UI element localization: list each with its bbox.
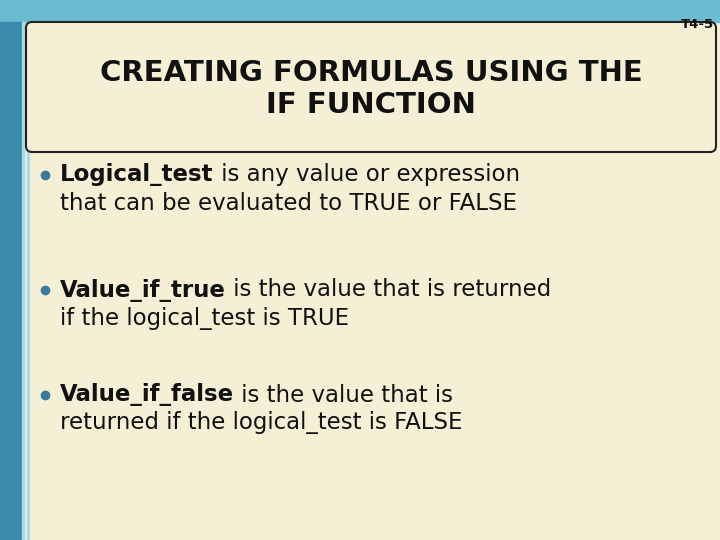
Text: Value_if_false: Value_if_false <box>60 383 234 407</box>
Bar <box>27 22 29 540</box>
Text: is the value that is returned: is the value that is returned <box>226 279 551 301</box>
FancyBboxPatch shape <box>26 22 716 152</box>
Text: CREATING FORMULAS USING THE: CREATING FORMULAS USING THE <box>99 59 642 87</box>
Text: Logical_test: Logical_test <box>60 164 214 186</box>
Text: T4-5: T4-5 <box>681 18 714 31</box>
Text: is the value that is: is the value that is <box>234 383 453 407</box>
Bar <box>22 22 24 540</box>
Text: is any value or expression: is any value or expression <box>214 164 520 186</box>
Text: returned if the logical_test is FALSE: returned if the logical_test is FALSE <box>60 411 462 435</box>
Text: IF FUNCTION: IF FUNCTION <box>266 91 476 119</box>
Text: if the logical_test is TRUE: if the logical_test is TRUE <box>60 307 349 329</box>
Bar <box>0 0 720 22</box>
Bar <box>0 22 22 540</box>
Text: that can be evaluated to TRUE or FALSE: that can be evaluated to TRUE or FALSE <box>60 192 517 214</box>
Text: Value_if_true: Value_if_true <box>60 279 226 301</box>
